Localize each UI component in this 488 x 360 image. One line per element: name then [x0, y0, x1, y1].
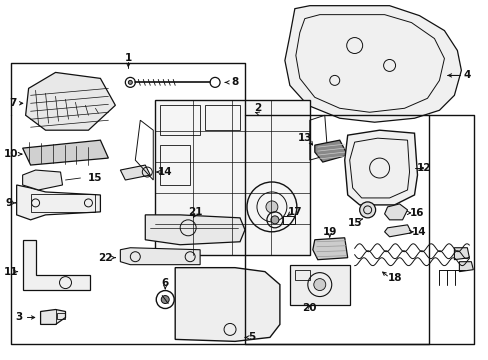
Polygon shape	[384, 204, 407, 220]
Polygon shape	[175, 268, 279, 341]
Circle shape	[270, 216, 278, 224]
Text: 4: 4	[463, 71, 470, 80]
Polygon shape	[22, 240, 90, 289]
Circle shape	[265, 201, 277, 213]
Text: 2: 2	[254, 103, 261, 113]
Text: 9: 9	[5, 198, 12, 208]
Polygon shape	[41, 310, 65, 324]
Text: 15: 15	[347, 218, 361, 228]
Text: 10: 10	[3, 149, 18, 159]
Text: 22: 22	[98, 253, 112, 263]
Text: 20: 20	[302, 302, 316, 312]
Bar	[57, 314, 64, 319]
Polygon shape	[453, 248, 468, 260]
Circle shape	[128, 80, 132, 84]
Bar	[160, 105, 200, 135]
Polygon shape	[120, 248, 200, 265]
Polygon shape	[17, 185, 100, 220]
Text: 13: 13	[297, 133, 311, 143]
Text: 12: 12	[416, 163, 431, 173]
Polygon shape	[314, 140, 347, 162]
Polygon shape	[285, 6, 461, 122]
Polygon shape	[120, 165, 150, 180]
Text: 19: 19	[322, 227, 336, 237]
Bar	[31, 194, 95, 212]
Circle shape	[161, 296, 169, 303]
Polygon shape	[22, 140, 108, 165]
Bar	[204, 105, 240, 130]
Text: 14: 14	[158, 167, 172, 177]
Polygon shape	[312, 238, 347, 260]
Polygon shape	[344, 130, 417, 205]
Polygon shape	[145, 215, 244, 245]
Bar	[155, 100, 309, 255]
Circle shape	[359, 202, 375, 218]
Text: 7: 7	[9, 98, 16, 108]
Polygon shape	[22, 170, 62, 190]
Polygon shape	[384, 225, 411, 237]
Polygon shape	[458, 262, 472, 272]
Polygon shape	[25, 72, 115, 130]
Text: 1: 1	[124, 54, 132, 63]
Text: 17: 17	[287, 207, 302, 217]
Text: 16: 16	[409, 208, 424, 218]
Text: 15: 15	[88, 173, 102, 183]
Text: 8: 8	[231, 77, 238, 87]
Bar	[294, 270, 309, 280]
Bar	[160, 145, 190, 185]
Text: 21: 21	[187, 207, 202, 217]
Text: 14: 14	[411, 227, 426, 237]
Text: 11: 11	[3, 267, 18, 276]
Text: 6: 6	[161, 278, 168, 288]
Text: 5: 5	[248, 332, 255, 342]
Bar	[283, 216, 294, 224]
Bar	[289, 265, 349, 305]
Circle shape	[313, 279, 325, 291]
Text: 3: 3	[15, 312, 22, 323]
Text: 18: 18	[386, 273, 401, 283]
